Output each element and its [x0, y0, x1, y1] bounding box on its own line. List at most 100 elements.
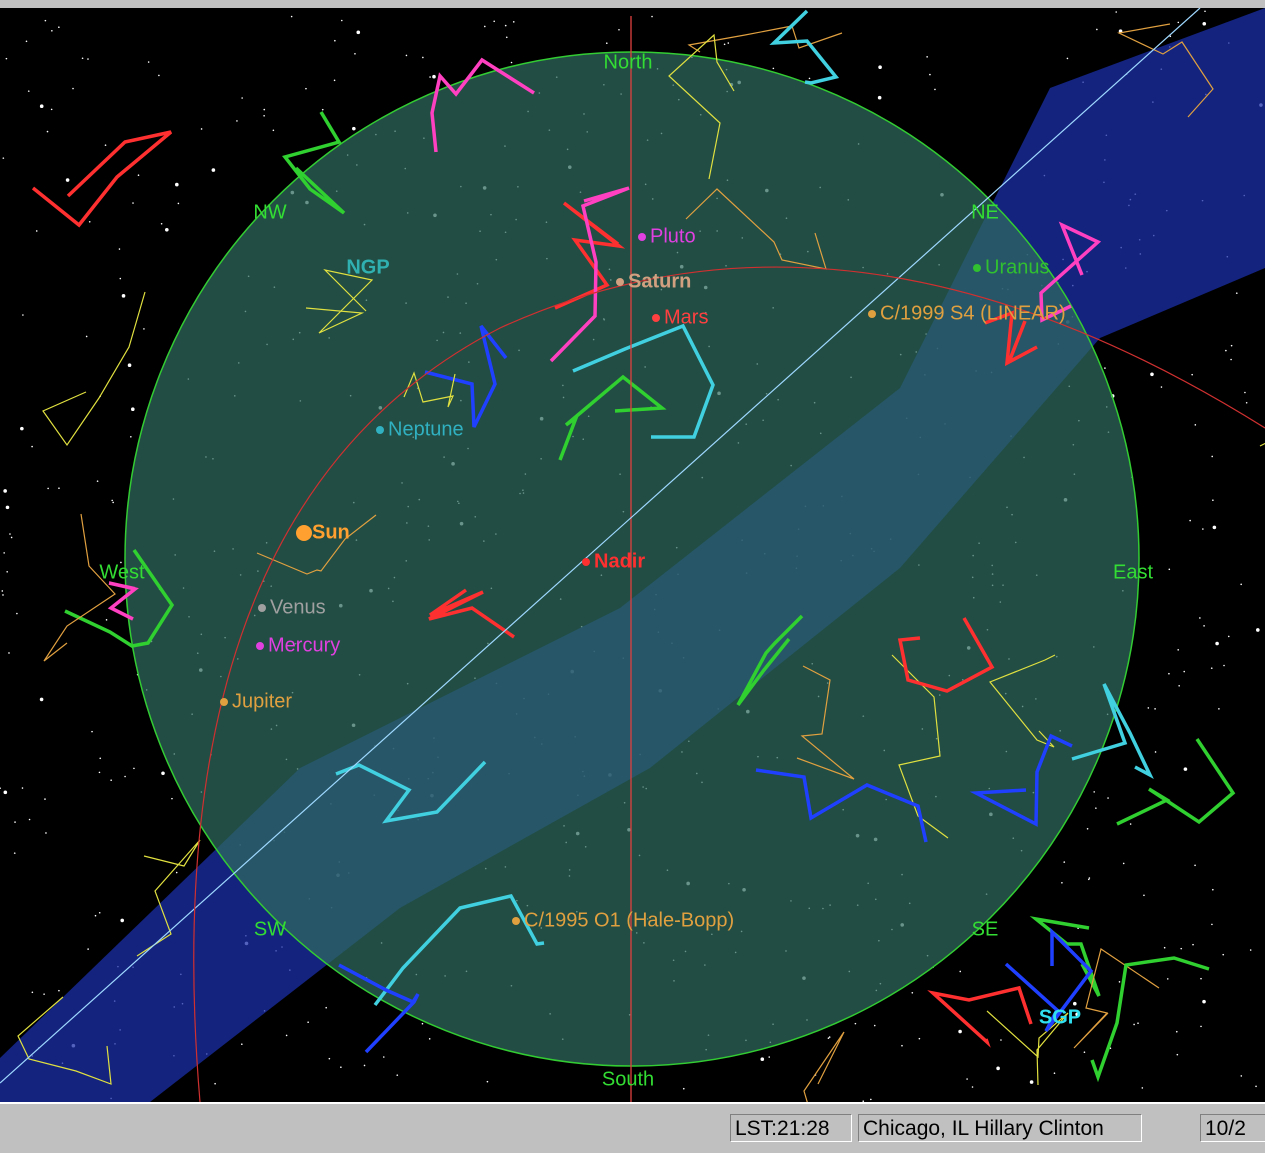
star [1244, 391, 1246, 394]
star [996, 1066, 1000, 1071]
star [161, 771, 165, 776]
star [1200, 1025, 1202, 1028]
star [1200, 977, 1202, 980]
star [1096, 28, 1098, 31]
star [958, 1029, 962, 1034]
star [1230, 358, 1232, 361]
star [2, 594, 4, 596]
constellation [31, 130, 173, 228]
object-marker [616, 278, 624, 286]
star [512, 21, 515, 23]
star [263, 108, 266, 111]
sky-map[interactable]: North NW NE West East SW SE South NGP SGP Pluto Sat… [0, 8, 1265, 1102]
star [44, 19, 47, 22]
star [241, 1043, 243, 1046]
star [966, 1078, 968, 1080]
star [1178, 684, 1180, 687]
object-label: Saturn [628, 270, 691, 292]
star [35, 230, 38, 232]
star [118, 248, 121, 250]
star [918, 1037, 921, 1040]
star [1061, 881, 1063, 884]
star [81, 57, 84, 60]
star [104, 144, 107, 146]
constellation [897, 617, 995, 693]
location-field: Chicago, IL Hillary Clinton [858, 1114, 1142, 1142]
star [87, 58, 89, 60]
constellation [969, 733, 1073, 827]
star [1072, 1001, 1077, 1006]
star [760, 1057, 765, 1062]
star [1083, 1051, 1086, 1054]
star [1169, 35, 1172, 38]
star [651, 15, 653, 18]
star [13, 852, 16, 854]
constellation [42, 291, 146, 447]
star [111, 499, 113, 502]
star [1147, 707, 1150, 709]
object-label: Sun [312, 521, 350, 543]
star [137, 174, 140, 177]
constellation [986, 1010, 1069, 1086]
constellation [1039, 221, 1102, 323]
star [10, 536, 13, 539]
star [8, 652, 10, 654]
star [1211, 923, 1213, 926]
object-marker [296, 525, 312, 541]
star [1137, 1022, 1139, 1024]
star [39, 697, 44, 702]
star [1202, 999, 1206, 1004]
star [1212, 888, 1214, 891]
constellation [305, 268, 374, 334]
object-marker [638, 233, 646, 241]
star [1212, 525, 1217, 530]
star [827, 1037, 830, 1039]
star [1215, 641, 1219, 646]
constellation [572, 323, 715, 439]
star [1222, 953, 1225, 956]
star [1245, 401, 1248, 404]
pole-label: NGP [346, 256, 389, 278]
constellation [256, 514, 377, 575]
star [1210, 667, 1213, 669]
star [158, 74, 160, 77]
star [328, 1057, 331, 1060]
constellation [338, 963, 420, 1054]
star [1104, 367, 1106, 369]
star [285, 1034, 288, 1037]
star [72, 87, 74, 90]
constellation [549, 186, 630, 363]
constellation [1116, 738, 1236, 826]
star [1202, 21, 1207, 26]
star [160, 222, 163, 225]
star [504, 24, 507, 27]
star [200, 128, 203, 130]
compass-label: East [1113, 561, 1153, 583]
constellation [335, 760, 487, 824]
star [110, 779, 112, 782]
star [290, 15, 293, 18]
compass-label: South [602, 1068, 654, 1090]
star [1255, 1085, 1257, 1088]
star [3, 489, 7, 493]
star [1223, 664, 1225, 667]
constellation [43, 513, 116, 662]
star [1202, 528, 1204, 530]
star [1000, 1039, 1002, 1041]
star [1199, 617, 1201, 619]
constellation [558, 374, 667, 461]
constellation [685, 188, 827, 270]
star [1212, 499, 1214, 502]
star [354, 52, 356, 55]
star [333, 79, 336, 82]
constellation [428, 588, 515, 639]
constellation [430, 57, 535, 153]
star [1177, 21, 1180, 24]
star [119, 277, 122, 280]
compass-label: SE [972, 918, 999, 940]
object-marker [868, 310, 876, 318]
star [14, 821, 16, 823]
star [352, 126, 356, 131]
constellation [424, 324, 508, 428]
star [1087, 878, 1090, 881]
